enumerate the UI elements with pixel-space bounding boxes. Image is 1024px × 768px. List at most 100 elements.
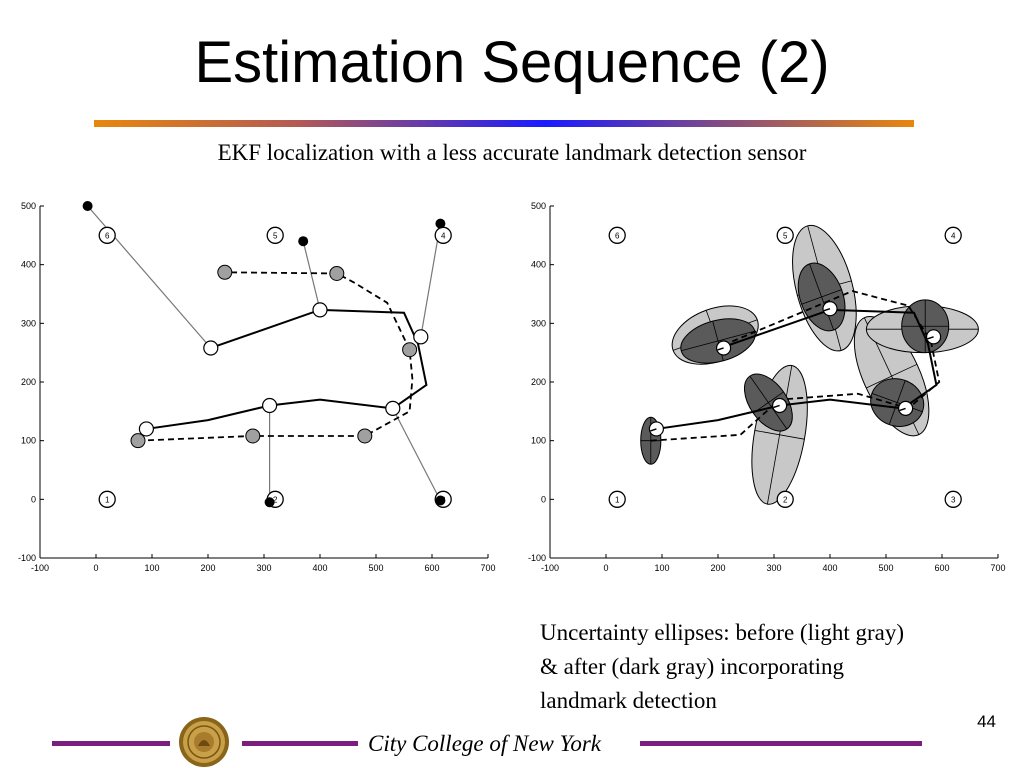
true-path bbox=[146, 308, 428, 430]
robot-pose-marker bbox=[312, 302, 328, 318]
landmark-label: 4 bbox=[951, 231, 956, 240]
predicted-pose-marker bbox=[357, 428, 373, 444]
robot-pose-marker bbox=[385, 400, 401, 416]
landmark-label: 2 bbox=[783, 495, 788, 504]
x-tick-label: 300 bbox=[766, 563, 781, 573]
college-seal-logo bbox=[179, 717, 229, 767]
detection-line bbox=[392, 408, 441, 501]
detected-landmark-point bbox=[82, 201, 93, 211]
slide-subtitle: EKF localization with a less accurate la… bbox=[217, 140, 807, 165]
landmark-label: 1 bbox=[105, 495, 110, 504]
x-tick-label: -100 bbox=[31, 563, 49, 573]
landmark-label: 1 bbox=[615, 495, 620, 504]
detection-line bbox=[420, 223, 441, 337]
footer-rule-middle bbox=[242, 741, 358, 746]
predicted-pose-marker bbox=[217, 264, 233, 280]
x-tick-label: 400 bbox=[822, 563, 837, 573]
pose-heading bbox=[717, 347, 724, 351]
left-plot: -100 0 100 200 300 400 500 600 700 -100 0 100 200 300… bbox=[18, 201, 496, 573]
landmark-label: 2 bbox=[273, 495, 278, 504]
detected-landmark-point bbox=[264, 497, 275, 508]
x-tick-label: -100 bbox=[541, 563, 559, 573]
title-rule bbox=[94, 120, 914, 127]
detection-line bbox=[302, 241, 321, 310]
predicted-pose-marker bbox=[245, 428, 261, 444]
footer-rule-right bbox=[640, 741, 922, 746]
y-tick-label: -100 bbox=[18, 553, 36, 563]
y-tick-label: 100 bbox=[21, 436, 36, 446]
x-tick-label: 600 bbox=[934, 563, 949, 573]
landmark-marker bbox=[776, 226, 794, 244]
caption-line: Uncertainty ellipses: before (light gray… bbox=[540, 620, 905, 645]
footer-text: City College of New York bbox=[368, 731, 601, 756]
caption-line: & after (dark gray) incorporating bbox=[540, 654, 844, 679]
y-tick-label: 200 bbox=[21, 377, 36, 387]
y-tick-label: 400 bbox=[21, 260, 36, 270]
robot-pose-marker bbox=[138, 421, 154, 437]
x-tick-label: 100 bbox=[654, 563, 669, 573]
right-plot: -100 0 100 200 300 400 500 600 700 -100 0 100 200 300… bbox=[528, 201, 1006, 573]
predicted-pose-marker bbox=[329, 265, 345, 281]
x-tick-label: 500 bbox=[878, 563, 893, 573]
pose-heading bbox=[899, 407, 906, 412]
robot-pose-marker bbox=[413, 329, 429, 345]
uncertainty-ellipse-after bbox=[870, 378, 925, 427]
landmark-marker bbox=[608, 226, 626, 244]
footer-rule-left bbox=[52, 741, 170, 746]
estimated-path bbox=[137, 271, 414, 442]
y-tick-label: 400 bbox=[531, 260, 546, 270]
robot-pose-marker bbox=[203, 340, 219, 356]
x-tick-label: 200 bbox=[200, 563, 215, 573]
robot-pose-marker bbox=[648, 421, 664, 437]
slide-title: Estimation Sequence (2) bbox=[194, 30, 830, 95]
detected-landmark-point bbox=[298, 236, 309, 247]
landmark-marker bbox=[266, 226, 284, 244]
landmark-marker bbox=[944, 226, 962, 244]
uncertainty-ellipse-after bbox=[743, 373, 793, 432]
x-tick-label: 600 bbox=[424, 563, 439, 573]
y-tick-label: 500 bbox=[531, 201, 546, 211]
landmark-marker bbox=[776, 490, 794, 508]
uncertainty-ellipse-before-axis bbox=[766, 365, 793, 505]
detected-landmark-point bbox=[435, 218, 446, 229]
x-tick-label: 0 bbox=[93, 563, 98, 573]
uncertainty-ellipse-after-axis bbox=[888, 380, 906, 425]
pose-heading bbox=[650, 428, 657, 432]
caption-line: landmark detection bbox=[540, 688, 717, 713]
landmark-label: 6 bbox=[615, 231, 620, 240]
landmark-label: 3 bbox=[951, 495, 956, 504]
x-tick-label: 700 bbox=[990, 563, 1005, 573]
y-tick-label: 200 bbox=[531, 377, 546, 387]
true-path bbox=[656, 308, 938, 430]
x-tick-label: 300 bbox=[256, 563, 271, 573]
page-number: 44 bbox=[977, 712, 996, 731]
y-tick-label: 0 bbox=[541, 494, 546, 504]
landmark-label: 5 bbox=[273, 231, 278, 240]
robot-pose-marker bbox=[822, 301, 838, 317]
uncertainty-ellipse-after-axis bbox=[809, 263, 835, 331]
x-tick-label: 100 bbox=[144, 563, 159, 573]
landmark-label: 4 bbox=[441, 231, 446, 240]
ellipse-caption: Uncertainty ellipses: before (light gray… bbox=[540, 616, 1010, 718]
x-tick-label: 0 bbox=[603, 563, 608, 573]
pose-heading bbox=[773, 404, 780, 409]
predicted-pose-marker bbox=[130, 433, 146, 449]
y-tick-label: 300 bbox=[531, 318, 546, 328]
y-tick-label: -100 bbox=[528, 553, 546, 563]
uncertainty-ellipse-after-axis bbox=[749, 375, 788, 430]
x-tick-label: 200 bbox=[710, 563, 725, 573]
x-tick-label: 400 bbox=[312, 563, 327, 573]
landmark-marker bbox=[944, 490, 962, 508]
y-tick-label: 300 bbox=[21, 318, 36, 328]
landmark-label: 5 bbox=[783, 231, 788, 240]
landmark-marker bbox=[608, 490, 626, 508]
y-tick-label: 0 bbox=[31, 494, 36, 504]
y-tick-label: 500 bbox=[21, 201, 36, 211]
predicted-pose-marker bbox=[402, 342, 418, 358]
pose-heading bbox=[927, 336, 934, 340]
x-tick-label: 500 bbox=[368, 563, 383, 573]
landmark-label: 6 bbox=[105, 231, 110, 240]
pose-heading bbox=[823, 307, 831, 312]
estimated-path bbox=[650, 290, 941, 442]
detected-landmark-point bbox=[435, 495, 446, 506]
